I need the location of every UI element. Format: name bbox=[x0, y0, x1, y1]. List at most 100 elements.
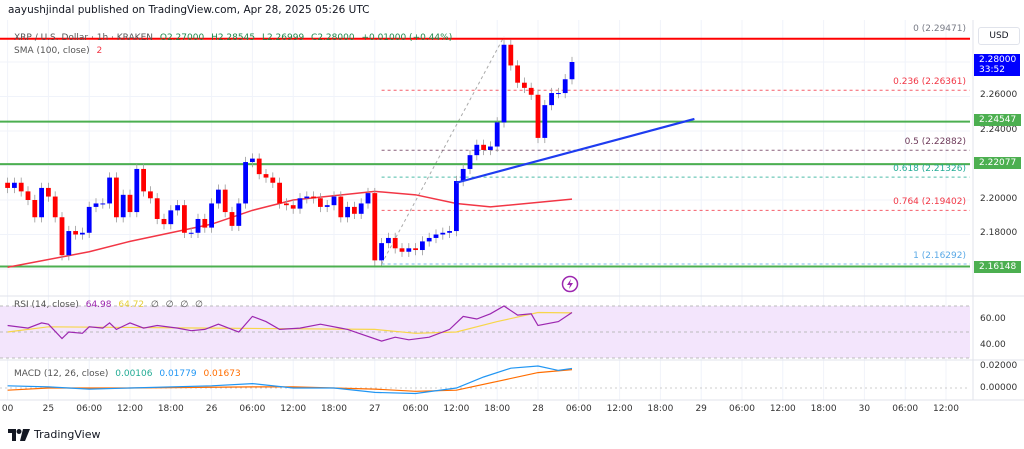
candle-body bbox=[338, 196, 344, 218]
candle bbox=[358, 198, 364, 219]
candle bbox=[100, 198, 106, 209]
price-tick: 2.20000 bbox=[980, 194, 1018, 204]
last-price: 2.28000 bbox=[979, 55, 1017, 65]
candle bbox=[161, 213, 167, 230]
chart-canvas[interactable] bbox=[0, 0, 1024, 420]
candle bbox=[542, 99, 548, 144]
candle-body bbox=[148, 191, 153, 199]
tradingview-logo[interactable]: TradingView bbox=[8, 428, 100, 441]
time-tick: 28 bbox=[532, 404, 544, 414]
candle-body bbox=[345, 206, 350, 218]
time-tick: 06:00 bbox=[402, 404, 429, 414]
candle bbox=[66, 225, 72, 261]
fib-level-label: 0.618 (2.21326) bbox=[893, 164, 966, 175]
candle bbox=[447, 225, 452, 238]
candle bbox=[80, 227, 85, 240]
rsi-legend[interactable]: RSI (14, close) 64.98 64.72 ∅ ∅ ∅ ∅ bbox=[14, 300, 207, 310]
candle-body bbox=[175, 205, 180, 211]
candle-body bbox=[549, 93, 554, 106]
candle bbox=[569, 56, 575, 85]
candle bbox=[481, 139, 486, 156]
candle-body bbox=[433, 234, 439, 238]
candle bbox=[222, 184, 228, 218]
time-tick: 12:00 bbox=[280, 404, 307, 414]
time-tick: 06:00 bbox=[76, 404, 103, 414]
sma-count: 2 bbox=[96, 46, 103, 56]
time-tick: 30 bbox=[858, 404, 871, 414]
time-tick: 06:00 bbox=[239, 404, 266, 414]
candle-body bbox=[86, 206, 92, 233]
candle bbox=[175, 200, 180, 216]
candle-body bbox=[216, 189, 221, 204]
lightning-icon[interactable] bbox=[561, 275, 579, 297]
last-price-label: 2.28000 33:52 bbox=[974, 54, 1020, 76]
candle-body bbox=[556, 93, 561, 95]
candle bbox=[522, 77, 527, 94]
rsi-extra: ∅ bbox=[180, 300, 189, 310]
candle bbox=[73, 225, 78, 240]
candle bbox=[202, 213, 208, 233]
candle-body bbox=[39, 187, 44, 218]
time-tick: 29 bbox=[695, 404, 707, 414]
sma-legend[interactable]: SMA (100, close) 2 bbox=[14, 46, 106, 56]
rsi-signal-line bbox=[7, 311, 573, 334]
candle-body bbox=[365, 193, 371, 204]
symbol-name[interactable]: XRP / U.S. Dollar · 1h · KRAKEN bbox=[14, 33, 153, 43]
brand-name: TradingView bbox=[34, 428, 101, 441]
candle bbox=[216, 184, 221, 209]
candle bbox=[182, 200, 187, 238]
tradingview-logo-icon bbox=[8, 428, 30, 441]
candle bbox=[372, 187, 378, 266]
candle bbox=[188, 227, 194, 238]
candle bbox=[25, 186, 31, 206]
ohlc-close: C2.28000 bbox=[311, 33, 355, 43]
candle-body bbox=[481, 144, 486, 150]
candle bbox=[134, 163, 140, 218]
candle bbox=[59, 212, 65, 261]
macd-hist-value: 0.00106 bbox=[115, 369, 153, 379]
candle bbox=[399, 243, 405, 257]
candle bbox=[304, 191, 310, 204]
candle bbox=[277, 177, 282, 209]
currency-button[interactable]: USD bbox=[978, 27, 1020, 45]
candle bbox=[107, 172, 112, 209]
publisher-line: aayushjindal published on TradingView.co… bbox=[8, 4, 370, 16]
time-tick: 18:00 bbox=[484, 404, 511, 414]
candle-body bbox=[188, 232, 194, 234]
rsi-band bbox=[0, 306, 970, 358]
candle bbox=[324, 200, 330, 213]
candle bbox=[562, 74, 568, 99]
candle bbox=[127, 189, 133, 218]
candle bbox=[379, 237, 384, 266]
fib-level-label: 0.5 (2.22882) bbox=[904, 137, 966, 148]
candle bbox=[338, 191, 344, 223]
candle-body bbox=[182, 205, 187, 233]
candle bbox=[32, 194, 38, 223]
macd-label: MACD (12, 26, close) bbox=[14, 369, 109, 379]
candle bbox=[311, 191, 316, 204]
candle-body bbox=[535, 94, 541, 138]
candle bbox=[515, 60, 520, 88]
candle-body bbox=[488, 146, 493, 150]
candle bbox=[433, 229, 439, 244]
candle-body bbox=[311, 196, 316, 199]
time-tick: 26 bbox=[205, 404, 218, 414]
candle bbox=[406, 243, 412, 257]
candle-body bbox=[141, 168, 146, 192]
candle bbox=[86, 201, 92, 238]
level-label: 2.16148 bbox=[974, 261, 1021, 273]
ohlc-low: L2.26999 bbox=[261, 33, 305, 43]
candle bbox=[420, 236, 425, 256]
candle-body bbox=[392, 237, 398, 249]
candle-body bbox=[352, 206, 357, 214]
macd-legend[interactable]: MACD (12, 26, close) 0.00106 0.01779 0.0… bbox=[14, 369, 245, 379]
candle bbox=[256, 153, 262, 180]
fib-level-label: 0.764 (2.19402) bbox=[893, 197, 966, 208]
candle-body bbox=[256, 158, 262, 175]
macd-tick: 0.00000 bbox=[980, 383, 1018, 393]
candle bbox=[297, 193, 303, 214]
time-tick: 25 bbox=[42, 404, 55, 414]
time-tick: 06:00 bbox=[565, 404, 592, 414]
fib-trend-line bbox=[381, 36, 505, 265]
candle-body bbox=[161, 218, 167, 225]
